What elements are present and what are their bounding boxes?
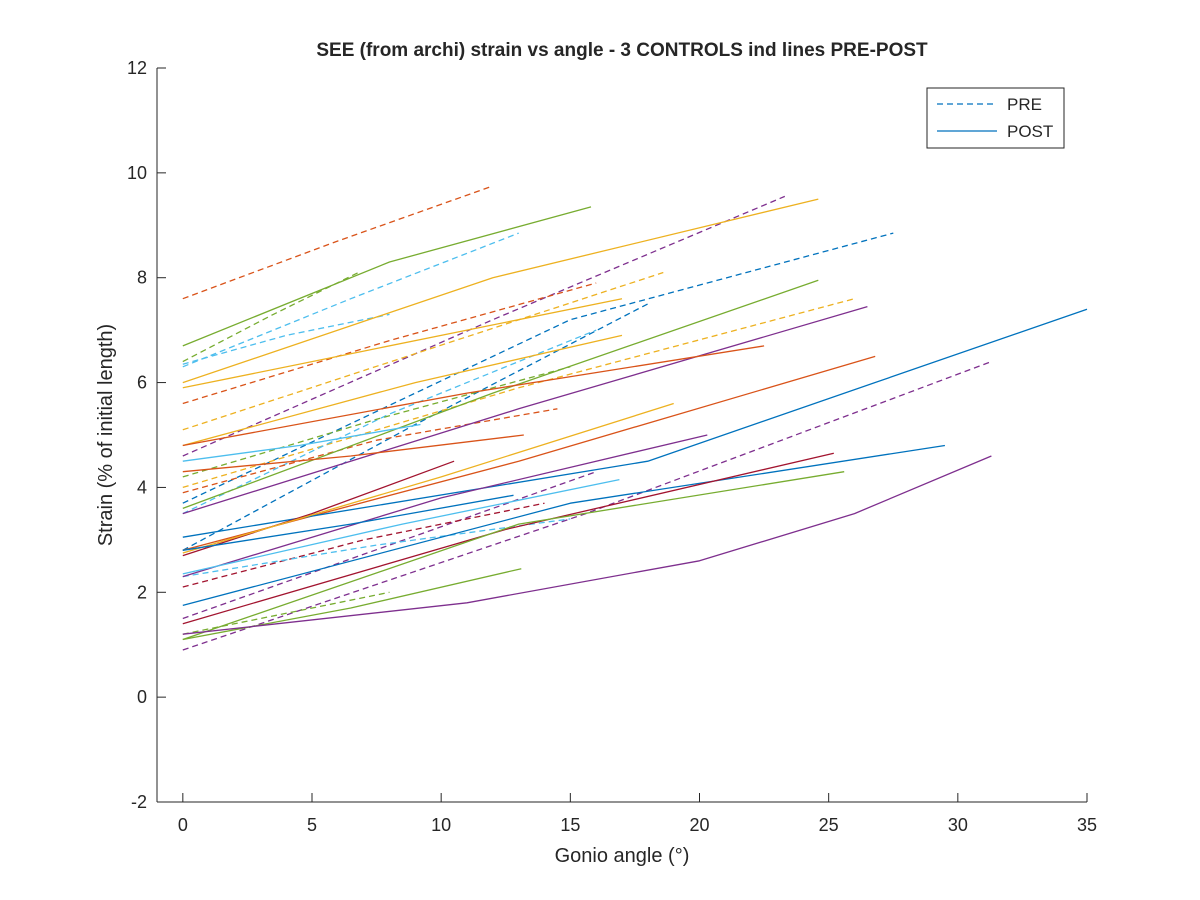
y-tick-label: 10 <box>127 163 147 183</box>
series-line-19-solid <box>182 206 592 347</box>
y-tick-label: 4 <box>137 477 147 497</box>
x-tick-label: 20 <box>689 815 709 835</box>
series-line-18-dashed <box>182 518 571 578</box>
series-line-9-dashed <box>182 271 664 431</box>
y-tick-label: 2 <box>137 582 147 602</box>
series-line-29-solid <box>182 434 524 473</box>
series-line-21-solid <box>182 298 623 389</box>
legend-label-post: POST <box>1007 122 1053 141</box>
series-line-23-solid <box>182 279 819 510</box>
series-line-30-solid <box>182 434 708 578</box>
y-tick-label: -2 <box>131 792 147 812</box>
series-line-36-solid <box>182 452 834 625</box>
series-line-3-dashed <box>182 232 519 368</box>
x-tick-label: 15 <box>560 815 580 835</box>
x-tick-label: 10 <box>431 815 451 835</box>
series-line-4-dashed <box>182 313 390 365</box>
series-line-7-dashed <box>182 232 894 504</box>
legend: PRE POST <box>926 87 1065 149</box>
series-line-20-solid <box>182 198 819 384</box>
series-line-22-solid <box>182 334 623 447</box>
x-tick-label: 30 <box>948 815 968 835</box>
series-line-35-solid <box>182 444 945 607</box>
y-tick-label: 6 <box>137 373 147 393</box>
legend-label-pre: PRE <box>1007 95 1042 114</box>
y-tick-label: 8 <box>137 268 147 288</box>
series-line-33-solid <box>182 494 514 551</box>
x-tick-label: 5 <box>307 815 317 835</box>
axes-layer: 0 5 10 15 20 25 30 35 -2 0 2 4 6 8 10 12 <box>127 58 1097 835</box>
series-line-15-dashed <box>182 471 597 620</box>
series-line-25-solid <box>182 345 765 447</box>
x-tick-label: 25 <box>819 815 839 835</box>
series-line-31-solid <box>182 460 455 557</box>
series-line-24-solid <box>182 305 868 515</box>
series-line-38-solid <box>182 568 522 641</box>
series-line-16-dashed <box>182 502 545 588</box>
series-line-6-dashed <box>182 282 597 405</box>
x-tick-label: 0 <box>178 815 188 835</box>
series-line-12-dashed <box>182 366 571 478</box>
series-line-13-dashed <box>182 408 558 494</box>
series-layer <box>182 185 1088 651</box>
x-tick-label: 35 <box>1077 815 1097 835</box>
legend-box <box>926 87 1065 149</box>
series-line-8-dashed <box>182 303 649 551</box>
x-axis-label: Gonio angle (°) <box>555 845 690 867</box>
series-line-37-solid <box>182 471 845 641</box>
plot-area <box>157 68 1087 802</box>
series-line-28-solid <box>182 423 421 462</box>
chart-title: SEE (from archi) strain vs angle - 3 CON… <box>316 40 928 61</box>
series-line-1-dashed <box>182 185 494 300</box>
series-line-39-solid <box>182 455 992 635</box>
series-line-27-solid <box>182 308 1088 538</box>
series-line-10-dashed <box>182 298 855 489</box>
y-tick-label: 0 <box>137 687 147 707</box>
series-line-5-dashed <box>182 195 786 457</box>
y-tick-label: 12 <box>127 58 147 78</box>
series-line-32-solid <box>182 402 674 554</box>
series-line-34-solid <box>182 478 620 575</box>
y-axis-label: Strain (% of initial length) <box>95 324 117 546</box>
